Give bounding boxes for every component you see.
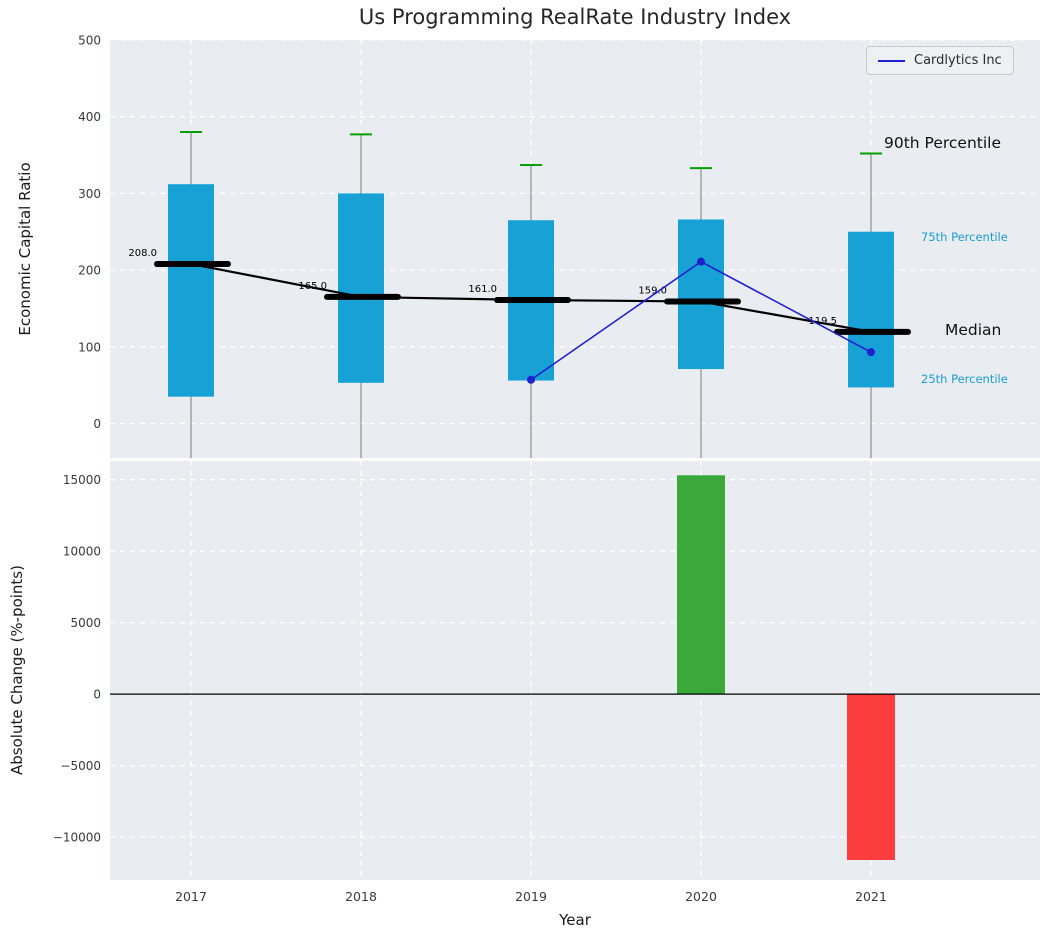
chart-title: Us Programming RealRate Industry Index <box>358 5 792 29</box>
bottom-y-tick-label: 10000 <box>63 545 101 559</box>
top-y-tick-label: 200 <box>78 264 101 278</box>
box-2021 <box>848 231 894 388</box>
median-value-label-2020: 159.0 <box>638 286 667 297</box>
bottom-y-tick-label: 0 <box>93 688 101 702</box>
top-y-tick-label: 0 <box>93 417 101 431</box>
series-marker-2021 <box>867 348 875 357</box>
x-axis-label: Year <box>559 911 591 929</box>
annotation-90th-percentile: 90th Percentile <box>884 134 1002 152</box>
legend-line-sample-icon <box>878 59 905 62</box>
box-2017 <box>168 184 214 397</box>
top-y-tick-label: 300 <box>78 187 101 201</box>
x-tick-label: 2019 <box>515 889 547 904</box>
annotation-25th-percentile: 25th Percentile <box>921 372 1008 386</box>
x-tick-label: 2017 <box>175 889 207 904</box>
legend: Cardlytics Inc <box>866 46 1014 75</box>
x-tick-label: 2020 <box>685 889 717 904</box>
median-value-label-2018: 165.0 <box>298 281 327 292</box>
annotation-75th-percentile: 75th Percentile <box>921 230 1008 244</box>
top-y-tick-label: 500 <box>78 34 101 48</box>
median-value-label-2019: 161.0 <box>468 284 497 295</box>
bottom-y-tick-label: 5000 <box>70 616 101 630</box>
bar-2020 <box>677 475 725 695</box>
annotation-median: Median <box>945 321 1002 339</box>
top-y-tick-label: 400 <box>78 110 101 124</box>
top-y-tick-label: 100 <box>78 340 101 354</box>
top-y-axis-label: Economic Capital Ratio <box>16 162 34 336</box>
bar-2021 <box>847 694 895 860</box>
bottom-y-tick-label: −5000 <box>60 759 101 773</box>
legend-label: Cardlytics Inc <box>914 53 1002 68</box>
x-tick-label: 2021 <box>855 889 887 904</box>
median-value-label-2021: 119.5 <box>808 316 837 327</box>
series-marker-2019 <box>527 375 535 384</box>
bottom-axes-background <box>110 461 1040 880</box>
top-axes-background <box>110 40 1040 458</box>
median-value-label-2017: 208.0 <box>128 248 157 259</box>
bottom-y-tick-label: −10000 <box>53 831 101 845</box>
box-2020 <box>678 219 724 370</box>
bottom-y-axis-label: Absolute Change (%-points) <box>8 565 26 775</box>
bottom-y-tick-label: 15000 <box>63 473 101 487</box>
box-2018 <box>338 193 384 383</box>
x-tick-label: 2018 <box>345 889 377 904</box>
series-marker-2020 <box>697 257 705 266</box>
